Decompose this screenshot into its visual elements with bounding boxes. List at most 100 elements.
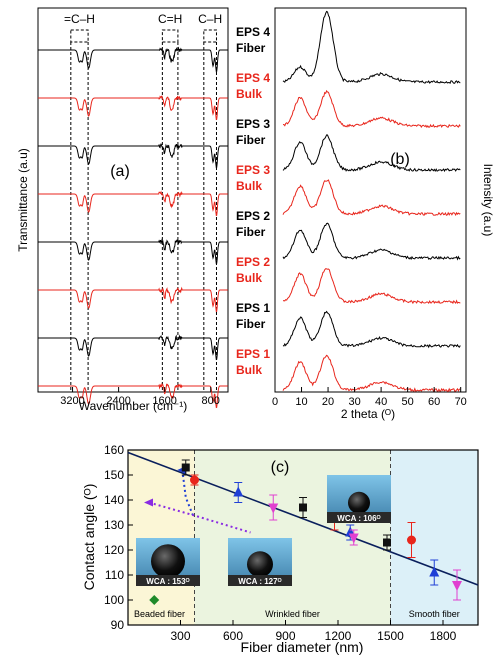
data-point-triangle-down — [452, 581, 462, 591]
ca-y-tick-label: 140 — [104, 493, 124, 507]
xrd-plot-frame — [274, 7, 467, 393]
ca-y-tick-label: 150 — [104, 468, 124, 482]
band-label-ch-aromatic: C=H — [158, 12, 182, 26]
xrd-trace — [282, 222, 461, 261]
panel-label-c: (c) — [271, 459, 290, 476]
ftir-trace — [38, 238, 228, 265]
xrd-x-axis-label: 2 theta (ᴼ) — [341, 407, 395, 421]
contact-angle-x-axis-label: Fiber diameter (nm) — [241, 639, 364, 655]
sample-label-line1: EPS 1 — [236, 301, 270, 315]
ftir-panel: 3200 2400 1600 800 =C–H C=H C–H (a) Wavenum… — [16, 7, 229, 413]
ca-y-tick-label: 120 — [104, 543, 124, 557]
ca-x-tick-label: 600 — [223, 629, 243, 643]
xrd-x-tick-label: 70 — [455, 396, 467, 408]
data-point-triangle-up — [429, 566, 440, 577]
data-point-square — [383, 538, 391, 547]
region-label: Wrinkled fiber — [265, 609, 320, 619]
band-label-ch: C–H — [198, 12, 222, 26]
ca-y-tick-label: 100 — [104, 593, 124, 607]
ftir-x-axis-label: Wavenumber (cm⁻¹) — [79, 399, 188, 413]
region-label: Smooth fiber — [409, 609, 460, 619]
xrd-trace — [282, 10, 461, 85]
ca-x-tick-label: 1500 — [377, 629, 404, 643]
panel-label-b: (b) — [390, 151, 410, 168]
ftir-trace — [38, 382, 228, 409]
xrd-trace — [282, 134, 461, 173]
xrd-x-tick-label: 0 — [272, 396, 278, 408]
sample-label-line2: Bulk — [236, 179, 262, 193]
sample-label-line1: EPS 4 — [236, 25, 270, 39]
xrd-trace — [282, 89, 461, 129]
ftir-trace — [38, 334, 228, 361]
xrd-panel: 0 10 20 30 40 50 60 70 EPS 4 Fiber EPS 4 Bulk EPS 3… — [236, 7, 495, 421]
sample-label-line1: EPS 2 — [236, 209, 270, 223]
ftir-trace — [38, 143, 228, 169]
ca-x-tick-label: 1200 — [325, 629, 352, 643]
droplet-caption-bar — [228, 575, 292, 586]
water-droplet — [151, 544, 185, 579]
sample-label-line2: Bulk — [236, 363, 262, 377]
wca-label: WCA : 106ᴼ — [337, 514, 380, 523]
ftir-x-tick-label: 2400 — [106, 395, 130, 407]
xrd-trace — [282, 179, 461, 217]
sample-label-line1: EPS 2 — [236, 255, 270, 269]
xrd-trace — [282, 310, 461, 349]
ca-x-tick-label: 1800 — [430, 629, 457, 643]
sample-label-line1: EPS 1 — [236, 347, 270, 361]
sample-label-line2: Bulk — [236, 87, 262, 101]
xrd-y-axis-label: Intensity (a.u) — [481, 164, 495, 237]
data-point-diamond — [149, 595, 160, 605]
sample-label-line2: Fiber — [236, 133, 266, 147]
xrd-x-tick-label: 10 — [295, 396, 307, 408]
wca-label: WCA : 127ᴼ — [238, 577, 281, 586]
panel-label-a: (a) — [110, 163, 130, 180]
droplet-caption-bar — [327, 512, 391, 523]
band-label-cc: =C–H — [64, 12, 95, 26]
xrd-x-tick-label: 30 — [348, 396, 360, 408]
ftir-x-tick-label: 3200 — [60, 395, 84, 407]
ftir-plot-frame — [37, 7, 229, 393]
water-droplet — [348, 491, 370, 514]
xrd-trace — [282, 354, 461, 393]
sample-label-line2: Fiber — [236, 225, 266, 239]
xrd-x-tick-label: 40 — [375, 396, 387, 408]
sample-label-line2: Bulk — [236, 271, 262, 285]
trend-path — [181, 469, 194, 516]
data-point-circle — [407, 535, 416, 545]
sample-label-line1: EPS 3 — [236, 163, 270, 177]
sample-label-line1: EPS 4 — [236, 71, 270, 85]
ca-y-tick-label: 110 — [105, 568, 124, 582]
ftir-x-tick-label: 1600 — [152, 395, 176, 407]
ftir-trace — [38, 286, 228, 313]
band-box — [70, 29, 89, 43]
data-point-square — [299, 503, 307, 512]
xrd-trace — [282, 268, 461, 305]
ftir-trace — [38, 190, 228, 217]
wca-label: WCA : 153ᴼ — [146, 577, 189, 586]
region-background — [128, 450, 195, 625]
xrd-x-tick-label: 60 — [428, 396, 440, 408]
data-point-triangle-down — [348, 533, 359, 544]
ca-x-tick-label: 300 — [170, 629, 190, 643]
trend-arrow-marker — [144, 498, 153, 507]
data-point-square — [181, 463, 190, 472]
ftir-x-tick-label: 800 — [202, 395, 220, 407]
data-point-triangle-down — [268, 503, 279, 514]
xrd-x-tick-label: 20 — [322, 396, 334, 408]
ftir-trace — [38, 95, 228, 121]
sample-label-line1: EPS 3 — [236, 117, 270, 131]
band-box — [203, 29, 217, 43]
data-point-circle — [190, 475, 199, 485]
contact-angle-plot-frame — [127, 449, 479, 626]
ftir-trace — [38, 46, 228, 73]
contact-angle-y-axis-label: Contact angle (ᴼ) — [81, 484, 97, 591]
sample-label-line2: Fiber — [236, 317, 266, 331]
ca-y-tick-label: 130 — [104, 518, 124, 532]
ca-y-tick-label: 90 — [111, 618, 125, 632]
droplet-caption-bar — [136, 575, 200, 586]
sample-label-line2: Fiber — [236, 41, 266, 55]
region-background — [390, 450, 478, 625]
data-point-triangle-up — [233, 486, 244, 497]
band-box — [161, 29, 179, 43]
